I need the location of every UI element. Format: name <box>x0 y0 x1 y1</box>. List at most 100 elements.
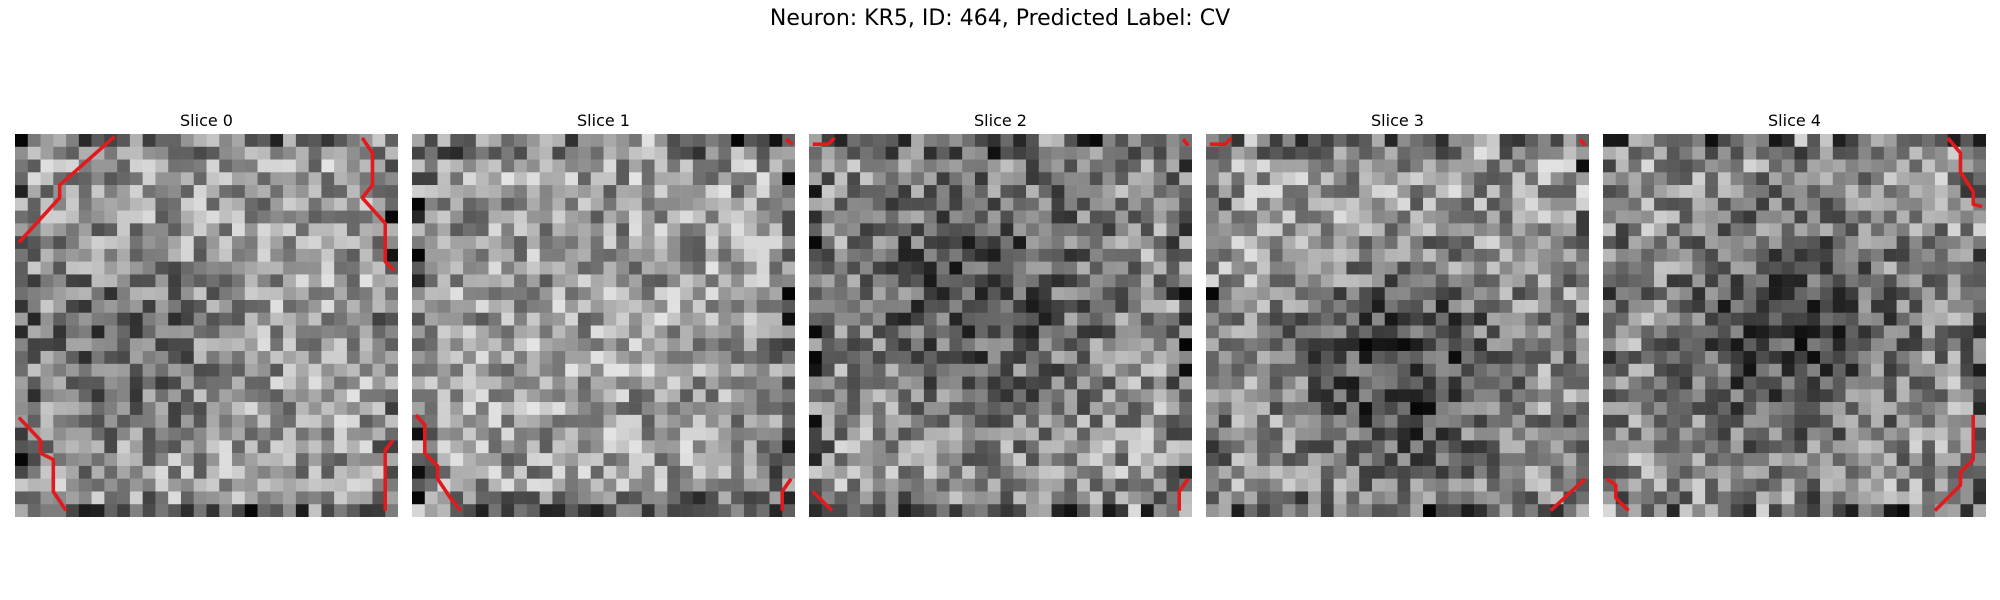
pixel <box>78 248 92 262</box>
pixel <box>1218 172 1232 186</box>
pixel <box>1563 325 1577 339</box>
pixel <box>78 159 92 173</box>
pixel <box>1269 491 1283 505</box>
pixel <box>219 274 233 288</box>
pixel <box>692 414 706 428</box>
pixel <box>1679 325 1693 339</box>
pixel <box>1743 453 1757 467</box>
pixel <box>1525 299 1539 313</box>
pixel <box>743 453 757 467</box>
pixel <box>539 351 553 365</box>
pixel <box>743 210 757 224</box>
pixel <box>1896 172 1910 186</box>
pixel <box>142 312 156 326</box>
pixel <box>1013 491 1027 505</box>
pixel <box>1666 491 1680 505</box>
pixel <box>1102 351 1116 365</box>
pixel <box>1320 197 1334 211</box>
pixel <box>552 185 566 199</box>
pixel <box>359 274 373 288</box>
pixel <box>680 172 694 186</box>
pixel <box>1218 197 1232 211</box>
pixel <box>526 389 540 403</box>
pixel <box>1346 478 1360 492</box>
pixel <box>206 261 220 275</box>
pixel <box>987 223 1001 237</box>
pixel <box>1756 299 1770 313</box>
pixel <box>821 478 835 492</box>
pixel <box>1089 414 1103 428</box>
pixel <box>1026 440 1040 454</box>
pixel <box>1896 351 1910 365</box>
pixel <box>1768 134 1782 148</box>
pixel <box>1218 427 1232 441</box>
pixel <box>1717 338 1731 352</box>
pixel <box>1320 427 1334 441</box>
pixel <box>501 440 515 454</box>
pixel <box>1206 453 1220 467</box>
pixel <box>1883 325 1897 339</box>
pixel <box>1077 376 1091 390</box>
pixel <box>412 338 426 352</box>
pixel <box>1384 440 1398 454</box>
pixel <box>1807 197 1821 211</box>
pixel <box>860 223 874 237</box>
pixel <box>1359 248 1373 262</box>
pixel <box>577 223 591 237</box>
pixel <box>680 363 694 377</box>
pixel <box>705 453 719 467</box>
pixel <box>692 223 706 237</box>
pixel <box>705 236 719 250</box>
pixel <box>270 427 284 441</box>
pixel <box>526 402 540 416</box>
pixel <box>270 440 284 454</box>
pixel <box>667 338 681 352</box>
pixel <box>1922 376 1936 390</box>
pixel <box>129 363 143 377</box>
pixel <box>334 159 348 173</box>
pixel <box>295 402 309 416</box>
pixel <box>552 134 566 148</box>
pixel <box>923 287 937 301</box>
pixel <box>334 414 348 428</box>
pixel <box>244 363 258 377</box>
pixel <box>424 159 438 173</box>
pixel <box>412 210 426 224</box>
pixel <box>1128 325 1142 339</box>
pixel <box>412 185 426 199</box>
pixel <box>731 197 745 211</box>
pixel <box>1807 236 1821 250</box>
pixel <box>860 274 874 288</box>
pixel <box>1794 389 1808 403</box>
pixel <box>923 491 937 505</box>
pixel <box>1947 351 1961 365</box>
pixel <box>1807 402 1821 416</box>
pixel <box>1295 172 1309 186</box>
pixel <box>629 185 643 199</box>
pixel <box>539 453 553 467</box>
pixel <box>1410 453 1424 467</box>
pixel <box>1845 185 1859 199</box>
pixel <box>1244 197 1258 211</box>
pixel <box>1384 312 1398 326</box>
pixel <box>1013 363 1027 377</box>
pixel <box>321 274 335 288</box>
pixel <box>1550 223 1564 237</box>
pixel <box>1871 453 1885 467</box>
pixel <box>680 197 694 211</box>
pixel <box>168 351 182 365</box>
pixel <box>514 185 528 199</box>
pixel <box>552 453 566 467</box>
pixel <box>962 363 976 377</box>
pixel <box>552 312 566 326</box>
pixel <box>193 197 207 211</box>
pixel <box>66 478 80 492</box>
pixel <box>974 197 988 211</box>
pixel <box>232 427 246 441</box>
pixel <box>1858 248 1872 262</box>
pixel <box>1128 248 1142 262</box>
pixel <box>1641 338 1655 352</box>
pixel <box>359 465 373 479</box>
pixel <box>616 210 630 224</box>
pixel <box>450 312 464 326</box>
